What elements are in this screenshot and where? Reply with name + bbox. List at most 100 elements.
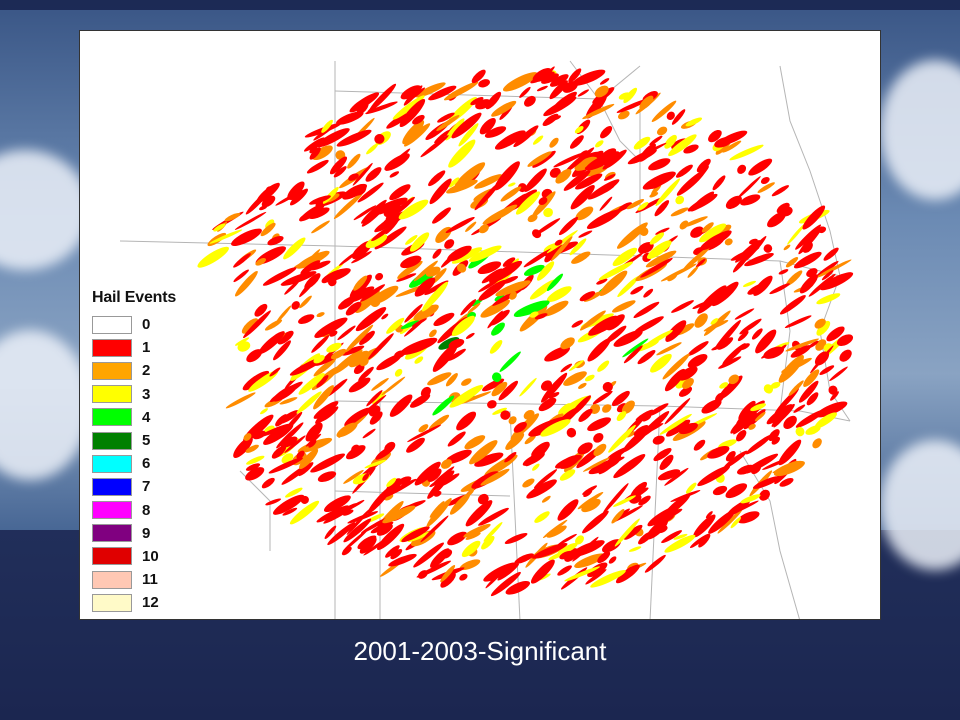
hail-swath <box>724 500 759 518</box>
hail-swath <box>722 343 746 366</box>
hail-swath <box>324 525 337 539</box>
hail-swath <box>728 374 739 385</box>
hail-swath <box>664 398 691 425</box>
hail-swath <box>649 232 665 245</box>
hail-swath <box>263 423 294 445</box>
hail-swath <box>650 353 672 373</box>
hail-swath <box>428 329 437 338</box>
hail-swath <box>487 400 497 409</box>
hail-swath <box>667 273 678 282</box>
hail-swath <box>465 221 477 232</box>
legend-swatch <box>92 524 132 543</box>
hail-swath <box>245 467 265 481</box>
hail-swath <box>415 82 446 98</box>
hail-swath <box>679 220 689 230</box>
legend-label: 1 <box>142 339 151 357</box>
legend-item: 5 <box>92 429 212 452</box>
hail-swath <box>707 445 730 459</box>
hail-swath <box>255 257 266 266</box>
hail-swath <box>683 144 699 154</box>
hail-swath <box>427 475 450 499</box>
hail-swath <box>312 145 333 161</box>
hail-swath <box>480 299 510 318</box>
hail-swath <box>231 228 262 247</box>
hail-swath <box>348 377 371 393</box>
hail-swath <box>260 222 276 237</box>
hail-swath <box>818 226 827 234</box>
hail-swath <box>233 253 251 268</box>
hail-swath <box>333 166 347 178</box>
hail-swath <box>440 572 456 588</box>
hail-swath <box>622 426 651 453</box>
hail-swath <box>330 348 347 360</box>
hail-swath <box>638 531 653 545</box>
hail-swath <box>659 413 692 435</box>
hail-swath <box>374 133 385 144</box>
hail-swath <box>553 152 585 168</box>
hail-swath <box>695 258 706 268</box>
hail-swath <box>357 182 384 203</box>
hail-swath <box>605 325 627 344</box>
hail-swath <box>779 295 806 315</box>
hail-swath <box>333 192 364 219</box>
hail-swath <box>586 209 621 230</box>
hail-swath <box>365 234 388 249</box>
hail-swath <box>787 223 806 245</box>
hail-swath <box>371 377 389 391</box>
hail-swath <box>597 551 611 564</box>
hail-swath <box>351 444 361 454</box>
hail-swath <box>245 444 259 453</box>
hail-swath <box>661 530 683 544</box>
hail-swath <box>649 192 659 198</box>
hail-swath <box>575 173 603 190</box>
hail-swath <box>546 286 572 302</box>
hail-swath <box>531 441 550 458</box>
hail-swath <box>630 285 644 295</box>
hail-swath <box>347 153 361 169</box>
hail-swath <box>759 489 770 501</box>
hail-swath <box>381 376 406 396</box>
hail-swath <box>557 533 577 546</box>
hail-swath <box>458 123 479 147</box>
hail-swath <box>474 452 504 467</box>
hail-swath <box>449 384 484 408</box>
hail-swath <box>311 209 324 218</box>
hail-swath <box>465 332 475 339</box>
hail-swath <box>542 113 559 127</box>
hail-swath <box>523 264 545 276</box>
hail-swath <box>491 322 505 336</box>
hail-swath <box>234 211 267 230</box>
hail-swath <box>282 507 298 516</box>
hail-swath <box>574 553 606 568</box>
legend-swatch <box>92 570 132 589</box>
hail-swath <box>752 476 781 489</box>
hail-swath <box>745 434 773 455</box>
hail-swath <box>504 533 528 544</box>
hail-swath <box>265 186 275 195</box>
hail-swath <box>544 346 570 362</box>
hail-swath <box>618 202 633 211</box>
hail-swath <box>638 242 654 254</box>
hail-swath <box>351 251 372 264</box>
hail-swath <box>613 495 636 507</box>
hail-swath <box>529 311 539 318</box>
hail-swath <box>717 337 734 350</box>
hail-swath <box>241 318 259 334</box>
hail-swath <box>602 483 629 514</box>
hail-swath <box>269 367 281 377</box>
legend-label: 8 <box>142 501 151 519</box>
hail-swath <box>549 80 568 100</box>
hail-swath <box>699 230 732 251</box>
hail-swath <box>793 404 806 413</box>
hail-swath <box>622 338 649 358</box>
hail-swath <box>549 137 559 148</box>
hail-swath <box>400 85 421 100</box>
hail-swath <box>555 168 572 184</box>
hail-swath <box>710 318 719 325</box>
hail-swath <box>526 479 557 499</box>
hail-swath <box>645 250 677 268</box>
hail-swath <box>810 345 834 374</box>
hail-swath <box>816 320 831 336</box>
hail-swath <box>400 337 438 356</box>
hail-swath <box>602 381 613 393</box>
